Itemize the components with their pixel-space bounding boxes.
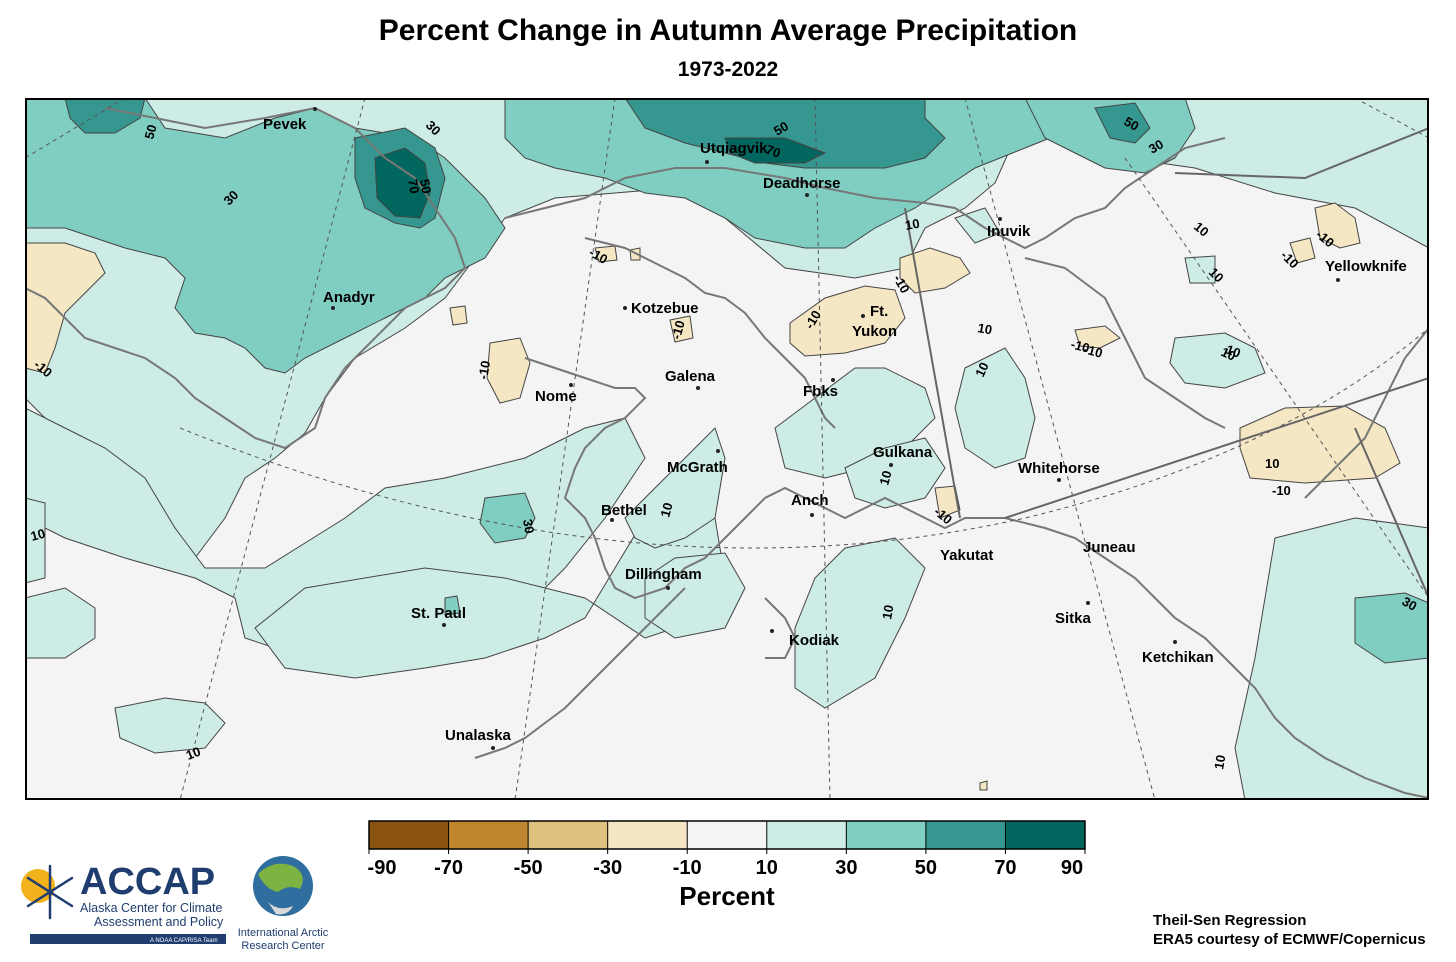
contour-label: 10 xyxy=(184,744,203,763)
contour-label: -10 xyxy=(1069,336,1091,355)
contour-label: 30 xyxy=(1146,136,1166,156)
city-label: Juneau xyxy=(1083,539,1136,556)
city-label: McGrath xyxy=(667,459,728,476)
data-credit: ERA5 courtesy of ECMWF/Copernicus xyxy=(1153,931,1426,948)
city-label: Ketchikan xyxy=(1142,649,1214,666)
colorbar-tick-label: 10 xyxy=(756,857,778,879)
colorbar-bin xyxy=(528,821,609,849)
colorbar-tick-label: 70 xyxy=(994,857,1016,879)
city-markers xyxy=(313,107,1340,750)
city-label: Inuvik xyxy=(987,223,1031,240)
colorbar-tick-label: -10 xyxy=(673,857,702,879)
contour-label: 10 xyxy=(876,469,894,487)
colorbar-tick-label: 50 xyxy=(915,857,937,879)
method-credit: Theil-Sen Regression xyxy=(1153,912,1307,929)
contour-label: 70 xyxy=(764,142,783,161)
contour-label: 10 xyxy=(1265,456,1279,471)
iarc-line2: Research Center xyxy=(241,940,324,952)
map-title: Percent Change in Autumn Average Precipi… xyxy=(378,14,1078,47)
city-label: Anadyr xyxy=(323,289,375,306)
colorbar-label: Percent xyxy=(679,881,775,911)
accap-line1: Alaska Center for Climate xyxy=(80,901,222,915)
contour-label: 10 xyxy=(976,320,993,337)
city-label: Galena xyxy=(665,368,716,385)
contour-label: 10 xyxy=(29,526,47,544)
city-label: Yukon xyxy=(852,323,897,340)
colorbar-bin xyxy=(369,821,450,849)
contour-label: -10 xyxy=(475,359,493,380)
map-frame xyxy=(25,98,1429,800)
contour-label: 10 xyxy=(904,216,921,233)
city-label: Nome xyxy=(535,388,577,405)
accap-line2: Assessment and Policy xyxy=(94,915,224,929)
city-label: Dillingham xyxy=(625,566,702,583)
contour-label: 10 xyxy=(879,604,896,621)
colorbar-tick-label: -70 xyxy=(434,857,463,879)
colorbar-bin xyxy=(925,821,1006,849)
colorbar-bin xyxy=(846,821,927,849)
contour-label: 10 xyxy=(1224,342,1243,361)
city-label: Yellowknife xyxy=(1325,258,1407,275)
contour-label: 50 xyxy=(771,118,791,138)
city-label: Gulkana xyxy=(873,444,933,461)
colorbar-legend: -90 -70 -50 -30 -10 10 30 50 70 90 Percent xyxy=(368,820,1086,911)
accap-tag: A NOAA CAP/RISA Team xyxy=(150,938,218,944)
colorbar-bin xyxy=(1005,821,1086,849)
colorbar-tick-label: -50 xyxy=(514,857,543,879)
sun-snowflake-icon xyxy=(21,864,74,920)
contour-label: 10 xyxy=(1219,344,1238,364)
precipitation-change-map: Pevek Utqiagvik Deadhorse Inuvik Yellowk… xyxy=(25,98,1429,800)
city-labels: Pevek Utqiagvik Deadhorse Inuvik Yellowk… xyxy=(263,116,1407,744)
contour-label: 10 xyxy=(972,360,992,379)
contour-label: 50 xyxy=(1122,114,1142,134)
colorbar-bin xyxy=(448,821,529,849)
city-label: Utqiagvik xyxy=(700,140,768,157)
city-label: Fbks xyxy=(803,383,838,400)
graticule xyxy=(25,98,1429,800)
city-label: Bethel xyxy=(601,502,647,519)
city-label: Yakutat xyxy=(940,547,993,564)
city-label: Unalaska xyxy=(445,727,512,744)
colorbar-ticks: -90 -70 -50 -30 -10 10 30 50 70 90 xyxy=(368,821,1086,879)
colorbar-bin xyxy=(607,821,688,849)
colorbar-bin xyxy=(766,821,847,849)
contour-label: 30 xyxy=(1400,594,1420,614)
colorbar-tick-label: 90 xyxy=(1061,857,1083,879)
city-label: Kodiak xyxy=(789,632,840,649)
city-label: Whitehorse xyxy=(1018,460,1100,477)
colorbar-tick-label: -90 xyxy=(368,857,396,879)
contour-label: 70 xyxy=(405,178,422,195)
city-label: St. Paul xyxy=(411,605,466,622)
colorbar-tick-label: 30 xyxy=(835,857,857,879)
map-subtitle: 1973-2022 xyxy=(677,58,779,81)
contour-label: 10 xyxy=(1211,754,1228,771)
iarc-logo: International Arctic Research Center xyxy=(238,856,329,952)
iarc-line1: International Arctic xyxy=(238,927,329,939)
city-label: Kotzebue xyxy=(631,300,699,317)
borders xyxy=(904,127,1429,599)
city-label: Ft. xyxy=(870,303,888,320)
accap-name: ACCAP xyxy=(80,861,215,903)
contour-label: 30 xyxy=(520,518,537,535)
contour-label: -10 xyxy=(1272,483,1291,498)
city-label: Sitka xyxy=(1055,610,1092,627)
contour-label: 50 xyxy=(141,123,159,141)
contour-label: 50 xyxy=(417,178,434,195)
contour-label: 10 xyxy=(657,501,675,519)
city-label: Anch xyxy=(791,492,829,509)
accap-tag-bar xyxy=(30,934,226,944)
colorbar-bin xyxy=(687,821,768,849)
city-label: Deadhorse xyxy=(763,175,841,192)
colorbar-tick-label: -30 xyxy=(593,857,622,879)
globe-icon xyxy=(253,856,313,916)
colorbar-bins xyxy=(369,821,1086,849)
zone-70-90 xyxy=(374,137,827,219)
accap-logo: ACCAP Alaska Center for Climate Assessme… xyxy=(21,861,226,944)
city-label: Pevek xyxy=(263,116,307,133)
contour-label: -10 xyxy=(668,319,687,341)
contour-label: -10 xyxy=(1082,341,1104,360)
coastlines xyxy=(25,106,1429,799)
zone-neg-30-neg-10 xyxy=(25,202,1401,791)
